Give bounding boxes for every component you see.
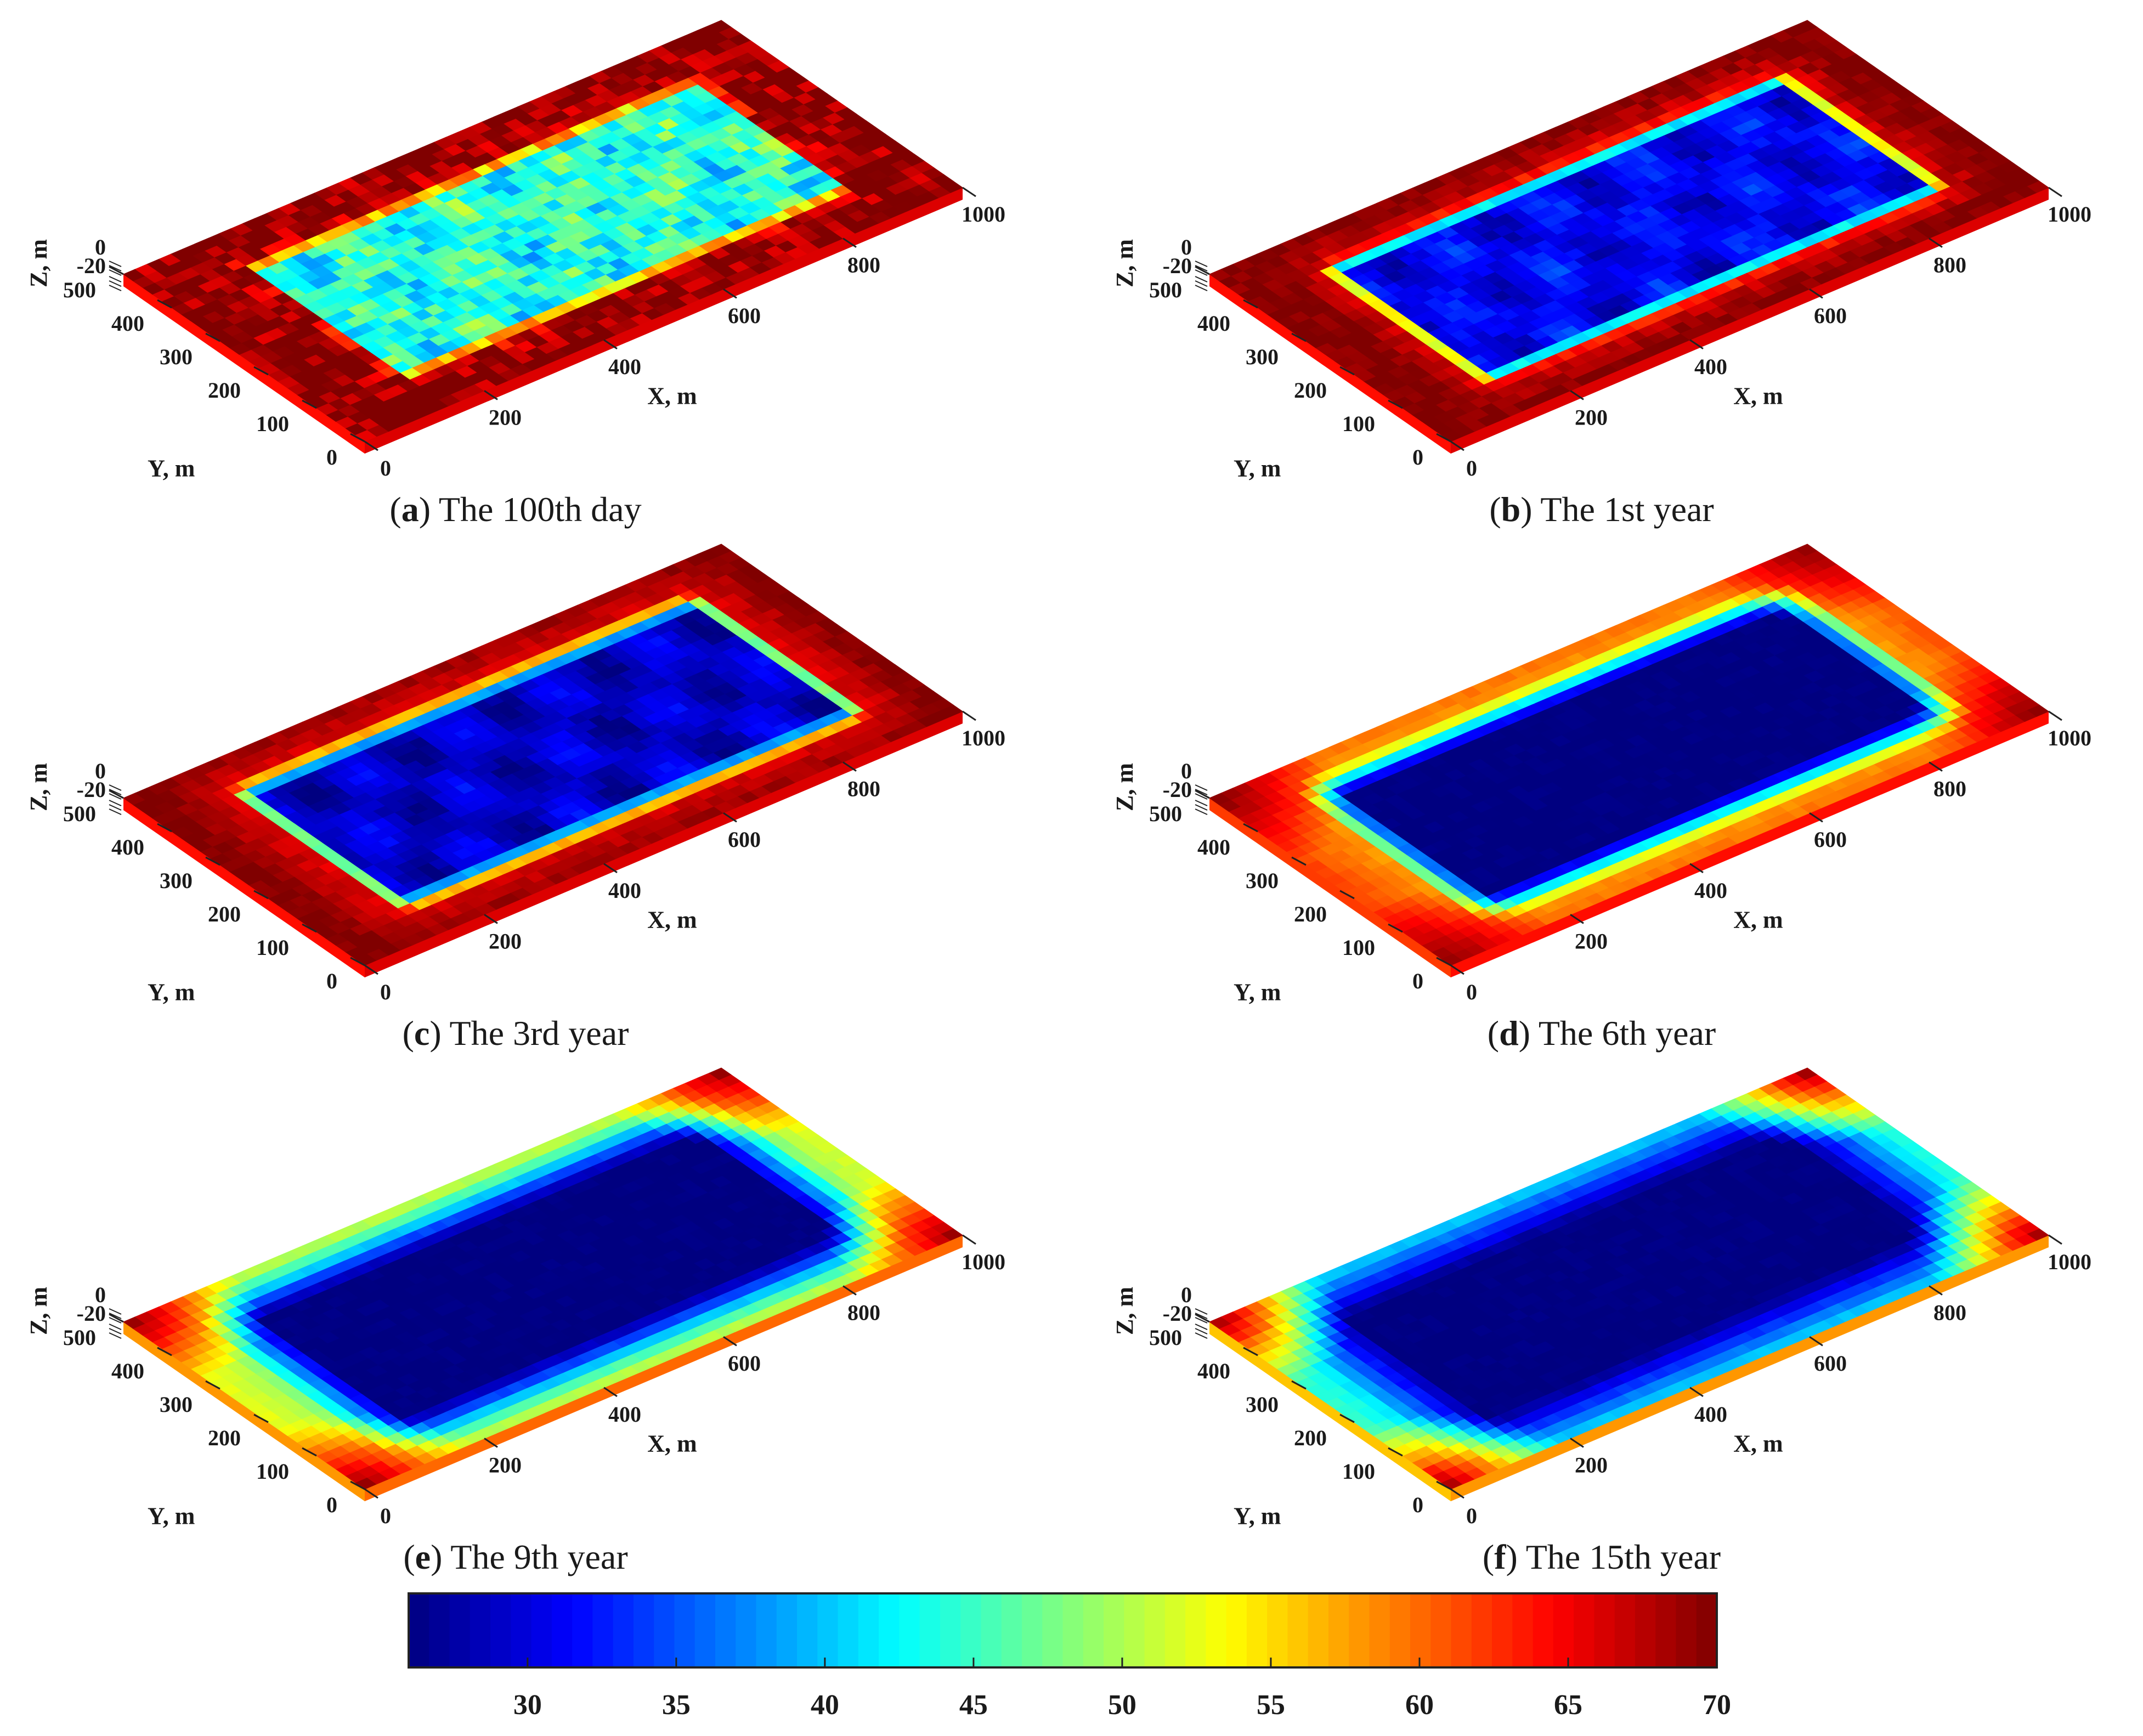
y-tick-label: 400 <box>111 311 144 336</box>
z-tick-mark <box>109 276 122 282</box>
x-tick-mark <box>723 288 737 299</box>
y-tick-label: 100 <box>256 411 289 436</box>
y-tick-label: 400 <box>111 835 144 859</box>
x-tick-label: 200 <box>489 929 522 953</box>
y-tick-label: 0 <box>1412 445 1423 470</box>
x-tick-label: 400 <box>1694 354 1727 379</box>
x-tick-mark <box>962 186 976 197</box>
temperature-field <box>1208 544 2050 966</box>
slab-left-face <box>1209 274 1451 454</box>
y-tick-mark <box>157 299 172 309</box>
y-tick-label: 500 <box>63 278 96 302</box>
y-tick-label: 200 <box>1294 378 1327 403</box>
x-tick-label: 200 <box>1575 405 1608 429</box>
x-tick-label: 0 <box>380 980 391 1004</box>
z-axis-label: Z, m <box>25 239 52 287</box>
y-tick-label: 200 <box>208 902 241 926</box>
y-tick-mark <box>253 366 269 376</box>
z-tick-mark <box>109 280 122 287</box>
panel-c: 0 200 400 600 800 1000 X, m 0 100 200 300 400 500 Y, … <box>25 544 1005 1053</box>
temperature-field <box>122 544 964 966</box>
z-tick-label: -20 <box>77 253 106 278</box>
x-tick-label: 800 <box>847 253 880 278</box>
heatmap-cell <box>709 20 732 33</box>
panel-b: 0 200 400 600 800 1000 X, m 0 100 200 300 400 500 Y, … <box>1111 20 2091 529</box>
y-tick-mark <box>302 399 317 409</box>
y-axis-label: Y, m <box>148 455 195 482</box>
panel-caption: (b) The 1st year <box>1489 490 1714 529</box>
y-tick-mark <box>109 265 124 275</box>
y-tick-label: 300 <box>160 868 193 893</box>
z-tick-label: -20 <box>1163 253 1192 278</box>
x-axis-label: X, m <box>647 907 697 934</box>
x-tick-label: 800 <box>1933 253 1966 278</box>
y-tick-label: 300 <box>160 344 193 369</box>
x-tick-mark <box>364 440 378 451</box>
y-axis-label: Y, m <box>148 979 195 1005</box>
y-tick-label: 0 <box>326 969 337 993</box>
x-tick-mark <box>962 710 976 721</box>
x-tick-mark <box>603 339 618 350</box>
x-tick-label: 800 <box>847 777 880 801</box>
slab-front-face <box>1451 188 2049 454</box>
x-tick-label: 200 <box>489 405 522 429</box>
slab-front-face <box>365 188 963 454</box>
panel-caption: (a) The 100th day <box>389 490 641 529</box>
x-tick-label: 600 <box>728 303 761 328</box>
slab-left-face <box>123 274 365 454</box>
x-tick-mark <box>484 390 498 400</box>
x-tick-label: 400 <box>608 354 641 379</box>
y-tick-mark <box>205 332 220 342</box>
temperature-field <box>1208 20 2050 442</box>
x-axis-label: X, m <box>647 383 697 410</box>
y-tick-label: 400 <box>1197 311 1230 336</box>
y-tick-mark <box>350 433 365 443</box>
z-tick-mark <box>109 265 122 272</box>
panel-caption: (c) The 3rd year <box>403 1014 629 1053</box>
x-tick-label: 1000 <box>2048 202 2091 227</box>
y-tick-label: 500 <box>63 801 96 826</box>
x-tick-mark <box>843 238 857 248</box>
x-axis-label: X, m <box>1733 383 1783 410</box>
x-tick-label: 0 <box>1466 456 1477 480</box>
z-tick-label: -20 <box>77 777 106 802</box>
y-tick-label: 500 <box>1149 278 1182 302</box>
z-axis-label: Z, m <box>1111 239 1138 287</box>
x-tick-label: 0 <box>380 456 391 480</box>
y-tick-label: 100 <box>1342 411 1375 436</box>
y-tick-label: 0 <box>326 445 337 470</box>
y-tick-label: 100 <box>256 935 289 960</box>
z-tick-label: 0 <box>95 235 106 259</box>
y-tick-label: 200 <box>208 378 241 403</box>
z-tick-mark <box>109 261 122 267</box>
temperature-field <box>122 20 964 442</box>
x-tick-mark <box>2048 186 2062 197</box>
x-tick-label: 400 <box>608 878 641 903</box>
y-tick-label: 300 <box>1246 344 1279 369</box>
x-tick-label: 1000 <box>962 726 1005 750</box>
x-tick-label: 600 <box>1814 303 1847 328</box>
panel-a: 0 200 400 600 800 1000 X, m 0 100 200 300 400 500 Y, … <box>25 20 1005 529</box>
y-axis-label: Y, m <box>1234 455 1281 482</box>
z-tick-mark <box>109 269 122 276</box>
x-tick-label: 1000 <box>962 202 1005 227</box>
z-axis-label: Z, m <box>25 763 52 811</box>
x-tick-label: 600 <box>728 827 761 852</box>
z-tick-mark <box>109 285 122 291</box>
